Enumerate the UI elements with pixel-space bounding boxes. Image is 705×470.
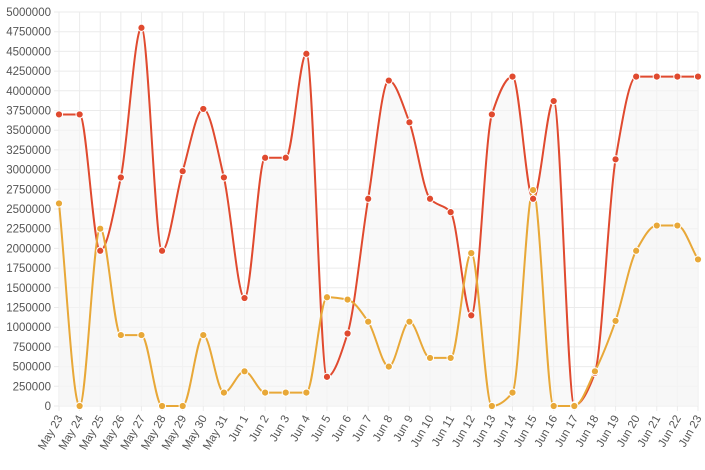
series-1-point [364,194,373,203]
series-2-point [693,255,703,264]
series-2-point [405,317,414,326]
x-tick-label: Jun 5 [309,414,333,444]
series-1-point [261,153,270,162]
series-1-point [199,104,208,114]
series-1-point [528,194,538,203]
series-2-point [322,293,332,302]
series-2-point [137,330,146,340]
y-axis-ticks: 0 250000 500000 750000 1000000 1250000 1500000… [6,7,51,413]
series-2-point [96,224,105,233]
series-1-point [446,208,455,217]
y-tick-label: 5000000 [6,7,51,19]
series-2-point [673,221,682,230]
series-1-point [549,96,558,106]
y-tick-label: 3250000 [6,145,51,157]
series-2-point [528,185,538,195]
y-tick-label: 0 [45,401,51,413]
series-2-area [59,190,698,406]
series-1-point [281,153,290,162]
y-tick-label: 4000000 [6,86,51,98]
series-2-point [611,316,620,325]
series-1-point [673,72,682,81]
series-1-point [96,246,105,255]
series-2-point [178,401,187,411]
y-tick-label: 2000000 [6,243,51,255]
series-2-point [302,388,311,397]
y-tick-label: 3500000 [6,125,51,137]
series-1-point [405,118,414,127]
series-1-point [157,246,167,255]
series-2-point [281,388,290,397]
series-1-point [384,76,393,85]
series-2-point [425,353,435,363]
series-1-point [632,72,641,81]
series-1-point [75,110,84,119]
series-1-point [219,173,229,182]
series-2-point [446,353,455,363]
series-1-point [508,72,517,81]
series-1-point [693,72,703,81]
y-tick-label: 250000 [13,381,51,393]
y-tick-label: 1250000 [6,303,51,315]
x-tick-label: Jun 7 [350,414,374,444]
y-tick-label: 1750000 [6,263,51,275]
series-1-point [425,194,435,203]
y-tick-label: 3750000 [6,106,51,118]
series-1-point [116,173,125,182]
y-tick-label: 2750000 [6,184,51,196]
y-tick-label: 2250000 [6,224,51,236]
series-1-point [54,110,64,119]
y-tick-label: 1000000 [6,322,51,334]
y-tick-label: 2500000 [6,204,51,216]
series-2-point [570,401,579,411]
series-1-point [611,155,620,164]
x-tick-label: Jun 3 [268,414,292,444]
series-2-point [157,401,167,411]
series-2-point [632,246,641,255]
series-1-point [322,372,332,381]
y-tick-label: 3000000 [6,165,51,177]
y-tick-label: 750000 [13,342,51,354]
series-2-point [652,221,661,230]
series-2-point [75,401,84,411]
series-2-point [487,401,496,411]
series-2-point [343,295,352,304]
series-2-point [261,388,270,397]
series-2-point [116,330,125,340]
x-tick-label: Jun 8 [371,414,395,444]
series-1-point [343,329,352,338]
point-layer [54,23,703,411]
series-2-point [467,249,476,258]
series-1-point [178,167,187,176]
series-1-point [240,293,249,303]
x-tick-label: Jun 1 [227,414,251,444]
x-tick-label: Jun 6 [330,414,354,444]
series-1-point [467,311,476,320]
y-tick-label: 4500000 [6,46,51,58]
series-2-point [240,367,249,376]
series-2-point [549,401,558,411]
x-tick-label: Jun 2 [247,414,271,444]
series-1-point [652,72,661,81]
series-2-point [590,367,600,376]
y-tick-label: 4750000 [6,27,51,39]
area-layer [59,27,698,406]
series-2-point [219,388,229,397]
series-1-point [487,110,496,119]
series-2-point [384,362,393,371]
series-1-point [302,49,311,58]
y-tick-label: 500000 [13,362,51,374]
y-tick-label: 1500000 [6,283,51,295]
y-tick-label: 4250000 [6,66,51,78]
series-2-point [364,317,373,326]
series-2-point [508,388,517,397]
series-2-point [199,330,208,340]
series-1-point [137,23,146,32]
series-2-point [54,199,64,208]
